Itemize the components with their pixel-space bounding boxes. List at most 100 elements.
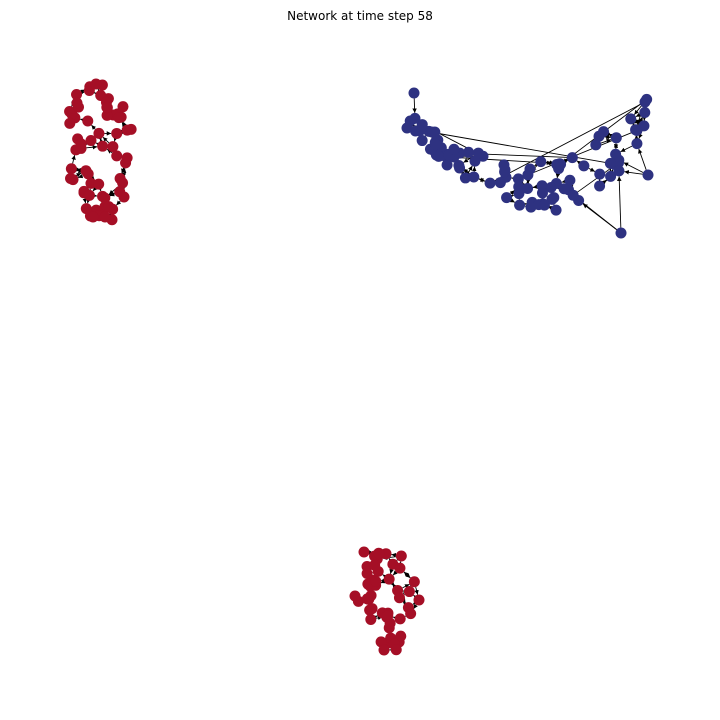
- network-node: [117, 101, 129, 113]
- network-edge: [638, 148, 647, 170]
- network-edge: [403, 571, 411, 579]
- network-node: [594, 180, 606, 192]
- network-edge: [402, 583, 410, 589]
- network-edge: [588, 167, 596, 172]
- network-node: [501, 192, 513, 204]
- network-node: [395, 550, 407, 562]
- network-node: [426, 126, 438, 138]
- network-node: [498, 159, 510, 171]
- network-node: [93, 127, 105, 139]
- figure-title: Network at time step 58: [287, 9, 433, 23]
- network-edge: [412, 599, 418, 605]
- network-node: [369, 559, 381, 571]
- network-edge: [604, 134, 611, 140]
- network-edge: [102, 136, 110, 144]
- network-node: [554, 158, 566, 170]
- network-node: [358, 546, 370, 558]
- network-edge: [413, 603, 418, 610]
- network-node: [361, 567, 373, 579]
- network-node: [433, 150, 445, 162]
- network-node: [364, 604, 376, 616]
- network-node: [512, 173, 524, 185]
- network-node: [430, 138, 442, 150]
- nodes-layer: [64, 78, 654, 656]
- network-edge: [402, 601, 408, 607]
- network-node: [97, 140, 109, 152]
- network-edge: [617, 176, 622, 228]
- network-edge: [414, 586, 419, 595]
- network-node: [513, 181, 525, 193]
- network-node: [99, 211, 111, 223]
- network-node: [441, 159, 453, 171]
- network-edge: [561, 178, 567, 184]
- network-node: [107, 141, 119, 153]
- network-node: [349, 590, 361, 602]
- network-node: [393, 592, 405, 604]
- network-node: [610, 132, 622, 144]
- network-node: [494, 177, 506, 189]
- network-node: [401, 122, 413, 134]
- network-node: [121, 152, 133, 164]
- network-node: [117, 177, 129, 189]
- network-edge: [116, 200, 122, 206]
- network-node: [469, 155, 481, 167]
- network-node: [590, 139, 602, 151]
- network-node: [64, 117, 76, 129]
- network-edge: [388, 558, 394, 564]
- network-edge: [380, 579, 386, 584]
- network-node: [545, 181, 557, 193]
- network-node: [408, 87, 420, 99]
- network-node: [111, 127, 123, 139]
- network-edge: [412, 98, 417, 113]
- network-node: [535, 156, 547, 168]
- network-node: [631, 138, 643, 150]
- network-node: [578, 160, 590, 172]
- network-node: [93, 178, 105, 190]
- network-edge: [97, 186, 102, 192]
- network-node: [85, 134, 97, 146]
- network-edge: [489, 101, 646, 184]
- network-node: [65, 163, 77, 175]
- network-node: [71, 89, 83, 101]
- network-node: [484, 177, 496, 189]
- network-edge: [577, 198, 617, 230]
- network-edge: [576, 160, 582, 166]
- network-node: [82, 168, 94, 180]
- network-node: [459, 172, 471, 184]
- network-node: [82, 115, 94, 127]
- network-edge: [600, 138, 612, 144]
- network-node: [522, 182, 534, 194]
- network-node: [448, 143, 460, 155]
- network-node: [639, 107, 651, 119]
- network-edge: [389, 568, 394, 574]
- network-edge: [620, 145, 633, 153]
- network-node: [394, 562, 406, 574]
- network-node: [67, 174, 79, 186]
- network-edge: [121, 121, 127, 128]
- network-edge: [77, 173, 84, 179]
- network-node: [550, 204, 562, 216]
- network-edge: [413, 594, 419, 600]
- network-node: [615, 227, 627, 239]
- network-node: [99, 192, 111, 204]
- network-edge: [86, 144, 98, 150]
- network-edge: [113, 136, 118, 142]
- network-node: [403, 586, 415, 598]
- network-node: [361, 593, 373, 605]
- network-edge: [80, 118, 86, 123]
- network-edge: [534, 161, 540, 167]
- network-node: [538, 199, 550, 211]
- network-node: [598, 126, 610, 138]
- network-node: [536, 187, 548, 199]
- network-edge: [71, 155, 76, 164]
- network-node: [390, 644, 402, 656]
- network-edge: [635, 112, 641, 118]
- network-node: [468, 171, 480, 183]
- network-edge: [97, 88, 102, 95]
- network-node: [631, 124, 643, 136]
- network-node: [80, 203, 92, 215]
- network-node: [373, 547, 385, 559]
- network-node: [111, 150, 123, 162]
- network-node: [625, 113, 637, 125]
